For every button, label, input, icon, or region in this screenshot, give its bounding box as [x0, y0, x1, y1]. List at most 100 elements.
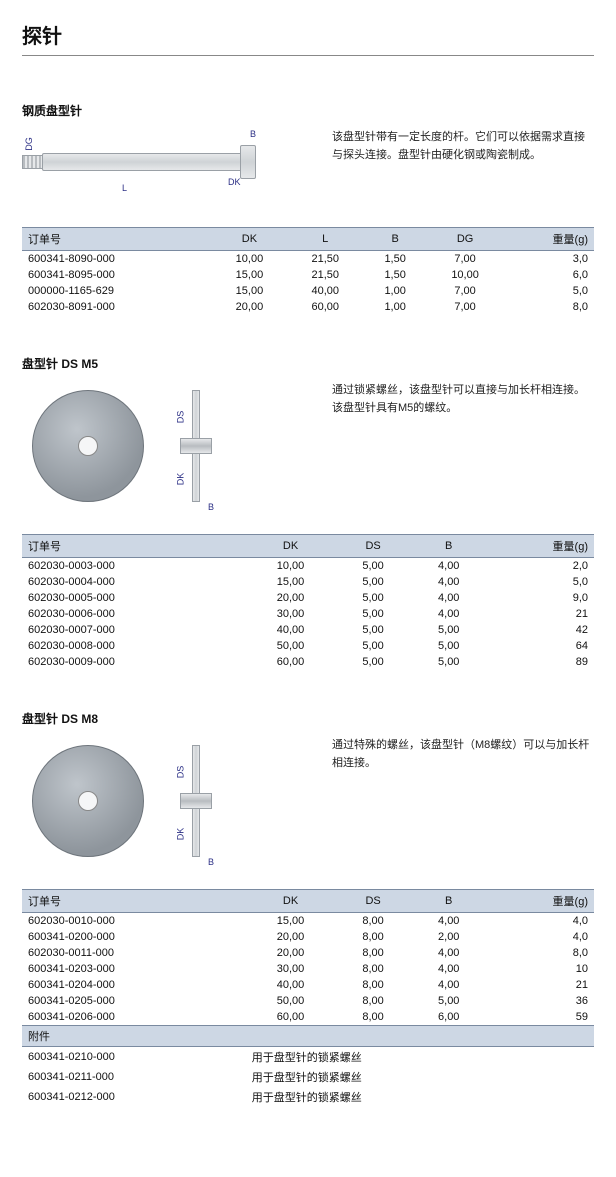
table-cell: 4,0: [487, 929, 594, 945]
diagram-disc: DS DK B: [22, 382, 312, 512]
table-cell: 4,00: [411, 961, 487, 977]
shaft-thread: [22, 155, 44, 169]
section-desc: 该盘型针带有一定长度的杆。它们可以依据需求直接与探头连接。盘型针由硬化钢或陶瓷制…: [332, 129, 594, 205]
diagram-shaft: B DK DG L: [22, 129, 312, 205]
dim-label-ds: DS: [175, 411, 185, 424]
table-row: 602030-8091-00020,0060,001,007,008,0: [22, 299, 594, 315]
col-header: B: [411, 535, 487, 558]
table-cell: 4,00: [411, 913, 487, 930]
table-cell: 8,00: [335, 945, 411, 961]
accessories-body: 附件: [22, 1026, 594, 1047]
table-cell: 4,00: [411, 606, 487, 622]
accessories-header-row: 附件: [22, 1026, 594, 1047]
table-cell: 602030-0010-000: [22, 913, 246, 930]
col-header: DS: [335, 535, 411, 558]
table-row: 600341-0206-00060,008,006,0059: [22, 1009, 594, 1026]
page: 探针 钢质盘型针 B DK DG L 该盘型针带有一定长度的杆。它们可以依据需求…: [0, 0, 616, 1177]
tbody-acc: 600341-0210-000用于盘型针的锁紧螺丝600341-0211-000…: [22, 1047, 594, 1108]
table-cell: 8,00: [335, 1009, 411, 1026]
table-cell: 21: [487, 977, 594, 993]
table-cell: 600341-0204-000: [22, 977, 246, 993]
tbody-1: 602030-0003-00010,005,004,002,0602030-00…: [22, 558, 594, 671]
table-cell: 21,50: [287, 251, 363, 268]
col-header: 订单号: [22, 890, 246, 913]
col-header: L: [287, 228, 363, 251]
table-cell: 7,00: [427, 283, 503, 299]
table-cell: 40,00: [246, 622, 335, 638]
section-desc: 通过锁紧螺丝，该盘型针可以直接与加长杆相连接。该盘型针具有M5的螺纹。: [332, 382, 594, 512]
dim-label-l: L: [122, 183, 127, 193]
table-cell: 8,0: [487, 945, 594, 961]
intro-row: DS DK B 通过锁紧螺丝，该盘型针可以直接与加长杆相连接。该盘型针具有M5的…: [22, 382, 594, 512]
table-cell: 5,00: [335, 622, 411, 638]
section-title: 钢质盘型针: [22, 102, 594, 119]
table-cell: 5,00: [335, 574, 411, 590]
table-cell: 60,00: [287, 299, 363, 315]
table-cell: 8,00: [335, 993, 411, 1009]
col-header: DK: [212, 228, 288, 251]
table-cell: 602030-0004-000: [22, 574, 246, 590]
dim-label-dk: DK: [228, 177, 241, 187]
table-cell: 36: [487, 993, 594, 1009]
accessory-row: 600341-0212-000用于盘型针的锁紧螺丝: [22, 1087, 594, 1107]
section-title: 盘型针 DS M8: [22, 710, 594, 727]
table-cell: 59: [487, 1009, 594, 1026]
table-cell: 21,50: [287, 267, 363, 283]
table-cell: 602030-0007-000: [22, 622, 246, 638]
dim-label-ds: DS: [175, 766, 185, 779]
table-cell: 4,00: [411, 558, 487, 575]
col-header: B: [363, 228, 427, 251]
col-header: DG: [427, 228, 503, 251]
disc-hole: [78, 436, 98, 456]
table-cell: 2,00: [411, 929, 487, 945]
table-cell: 4,00: [411, 977, 487, 993]
table-cell: 600341-8090-000: [22, 251, 212, 268]
table-cell: 8,00: [335, 913, 411, 930]
table-cell: 15,00: [212, 267, 288, 283]
table-cell: 5,00: [411, 622, 487, 638]
table-cell: 20,00: [246, 590, 335, 606]
spec-table-1: 订单号 DK DS B 重量(g) 602030-0003-00010,005,…: [22, 534, 594, 670]
table-cell: 15,00: [246, 913, 335, 930]
table-row: 602030-0006-00030,005,004,0021: [22, 606, 594, 622]
table-cell: 602030-0006-000: [22, 606, 246, 622]
intro-row: DS DK B 通过特殊的螺丝，该盘型针（M8螺纹）可以与加长杆相连接。: [22, 737, 594, 867]
table-cell: 4,0: [487, 913, 594, 930]
table-cell: 5,00: [335, 638, 411, 654]
disc-hole: [78, 791, 98, 811]
table-cell: 7,00: [427, 251, 503, 268]
dim-label-b: B: [208, 857, 214, 867]
table-cell: 1,50: [363, 267, 427, 283]
shaft-body: [42, 153, 242, 171]
table-cell: 用于盘型针的锁紧螺丝: [246, 1087, 594, 1107]
table-cell: 10: [487, 961, 594, 977]
table-cell: 20,00: [212, 299, 288, 315]
table-cell: 600341-0200-000: [22, 929, 246, 945]
table-cell: 5,00: [335, 590, 411, 606]
table-cell: 600341-0205-000: [22, 993, 246, 1009]
table-row: 602030-0003-00010,005,004,002,0: [22, 558, 594, 575]
title-rule: [22, 55, 594, 56]
table-row: 600341-0203-00030,008,004,0010: [22, 961, 594, 977]
table-row: 602030-0011-00020,008,004,008,0: [22, 945, 594, 961]
spec-table-2: 订单号 DK DS B 重量(g) 602030-0010-00015,008,…: [22, 889, 594, 1107]
table-cell: 600341-0211-000: [22, 1067, 246, 1087]
col-header: DS: [335, 890, 411, 913]
table-row: 600341-8095-00015,0021,501,5010,006,0: [22, 267, 594, 283]
table-cell: 30,00: [246, 606, 335, 622]
table-cell: 1,00: [363, 283, 427, 299]
dim-label-b: B: [208, 502, 214, 512]
section-desc: 通过特殊的螺丝，该盘型针（M8螺纹）可以与加长杆相连接。: [332, 737, 594, 867]
table-cell: 5,0: [487, 574, 594, 590]
table-cell: 60,00: [246, 654, 335, 670]
shaft-diagram: B DK DG L: [22, 129, 302, 205]
table-row: 602030-0008-00050,005,005,0064: [22, 638, 594, 654]
table-cell: 5,0: [503, 283, 594, 299]
dim-label-dk: DK: [175, 473, 185, 486]
table-cell: 30,00: [246, 961, 335, 977]
table-cell: 602030-0008-000: [22, 638, 246, 654]
table-cell: 602030-0009-000: [22, 654, 246, 670]
table-cell: 10,00: [427, 267, 503, 283]
side-disc: [180, 793, 212, 809]
disc-diagram: DS DK B: [22, 737, 312, 867]
